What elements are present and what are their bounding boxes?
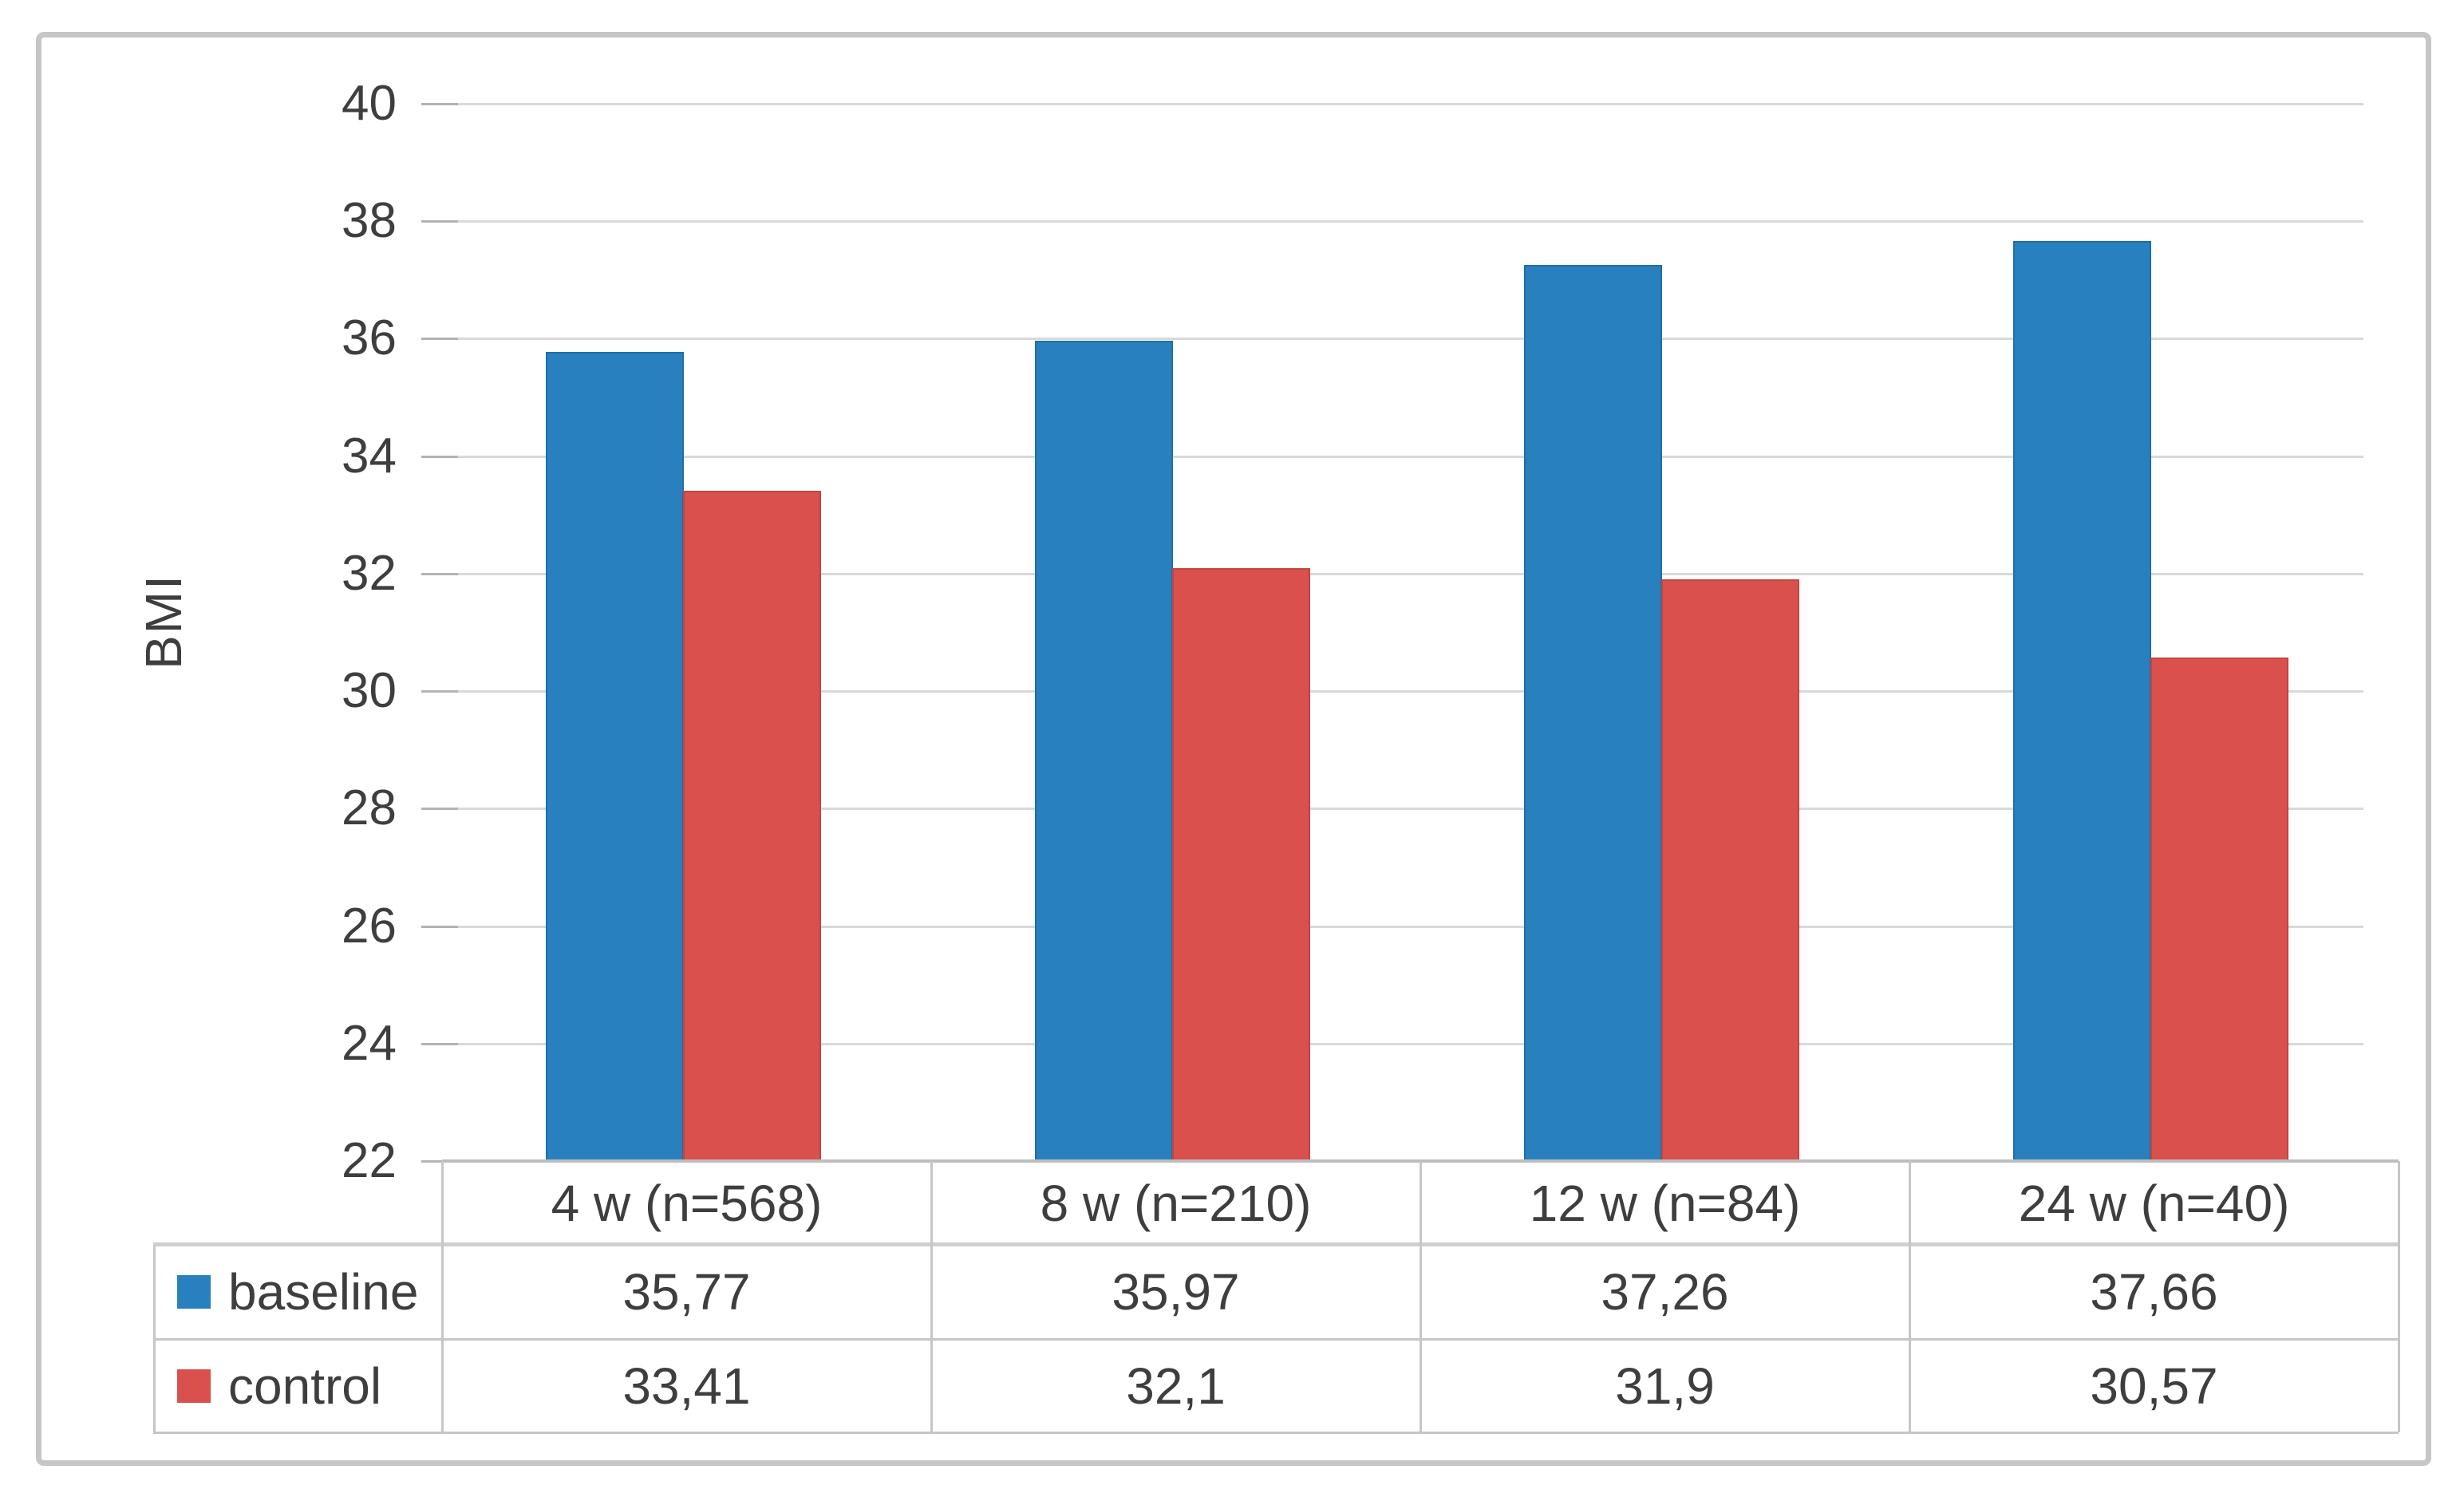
legend-label-baseline: baseline — [228, 1263, 419, 1321]
y-tick-mark-30 — [421, 690, 458, 693]
y-tick-mark-24 — [421, 1043, 458, 1045]
gridline-32 — [442, 573, 2363, 575]
table-value-control-3: 31,9 — [1615, 1357, 1715, 1415]
legend-label-control: control — [228, 1357, 382, 1415]
y-tick-mark-22 — [421, 1160, 458, 1163]
legend-swatch-control — [177, 1369, 211, 1403]
y-tick-label-38: 38 — [342, 193, 397, 248]
table-border-legend-left — [153, 1245, 156, 1432]
y-tick-label-22: 22 — [342, 1133, 397, 1188]
y-tick-mark-26 — [421, 926, 458, 928]
table-border-vertical-3 — [1909, 1161, 1911, 1432]
y-tick-label-26: 26 — [342, 899, 397, 954]
bar-baseline-3 — [1524, 265, 1662, 1163]
bar-baseline-1 — [546, 352, 684, 1163]
table-value-baseline-3: 37,26 — [1601, 1263, 1729, 1321]
table-value-control-4: 30,57 — [2090, 1357, 2218, 1415]
y-tick-label-36: 36 — [342, 310, 397, 365]
bar-control-3 — [1661, 579, 1799, 1163]
legend-swatch-baseline — [177, 1275, 211, 1309]
gridline-36 — [442, 338, 2363, 340]
table-border-vertical-2 — [1420, 1161, 1422, 1432]
y-tick-mark-34 — [421, 456, 458, 458]
y-tick-label-28: 28 — [342, 780, 397, 835]
y-tick-label-34: 34 — [342, 429, 397, 484]
y-tick-mark-40 — [421, 103, 458, 105]
y-tick-label-30: 30 — [342, 663, 397, 718]
legend-cell-baseline: baseline — [177, 1245, 442, 1339]
table-value-control-2: 32,1 — [1126, 1357, 1226, 1415]
gridline-26 — [442, 926, 2363, 928]
y-tick-mark-38 — [421, 220, 458, 223]
table-header-cell-1: 4 w (n=568) — [551, 1174, 823, 1232]
table-value-baseline-2: 35,97 — [1112, 1263, 1240, 1321]
table-border-vertical-0 — [441, 1161, 444, 1432]
y-tick-label-24: 24 — [342, 1016, 397, 1071]
bar-baseline-2 — [1035, 341, 1173, 1163]
gridline-34 — [442, 456, 2363, 458]
table-header-cell-2: 8 w (n=210) — [1040, 1174, 1312, 1232]
gridline-30 — [442, 690, 2363, 693]
y-tick-mark-28 — [421, 808, 458, 810]
y-tick-label-40: 40 — [342, 76, 397, 131]
gridline-24 — [442, 1043, 2363, 1045]
table-header-cell-3: 12 w (n=84) — [1529, 1174, 1801, 1232]
table-border-vertical-1 — [930, 1161, 933, 1432]
y-axis-title: BMI — [135, 574, 192, 669]
table-header-cell-4: 24 w (n=40) — [2018, 1174, 2290, 1232]
gridline-40 — [442, 103, 2363, 105]
table-border-row-divider — [153, 1338, 2399, 1341]
y-tick-label-32: 32 — [342, 546, 397, 601]
legend-cell-control: control — [177, 1339, 442, 1432]
table-value-control-1: 33,41 — [622, 1357, 751, 1415]
y-tick-mark-36 — [421, 338, 458, 340]
y-tick-mark-32 — [421, 573, 458, 575]
table-border-header-bottom — [153, 1242, 2399, 1246]
table-border-bottom — [153, 1432, 2399, 1434]
table-border-vertical-4 — [2398, 1161, 2400, 1432]
gridline-38 — [442, 220, 2363, 223]
table-value-baseline-1: 35,77 — [622, 1263, 751, 1321]
bar-baseline-4 — [2013, 241, 2151, 1163]
bar-control-2 — [1172, 568, 1310, 1163]
table-value-baseline-4: 37,66 — [2090, 1263, 2218, 1321]
bar-control-4 — [2150, 658, 2288, 1163]
gridline-28 — [442, 808, 2363, 810]
bar-control-1 — [683, 491, 821, 1163]
